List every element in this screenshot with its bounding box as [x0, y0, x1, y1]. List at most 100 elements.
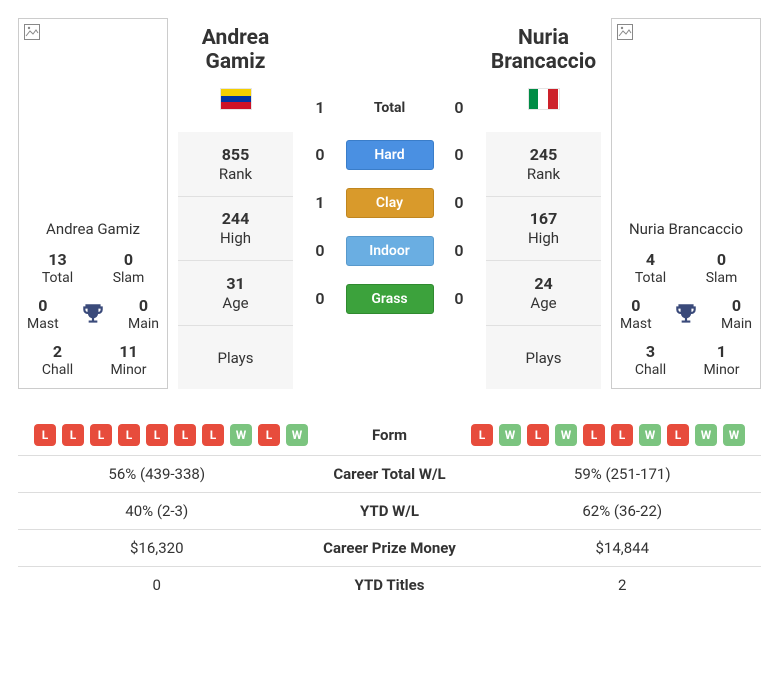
high-cell-left: 244High [178, 197, 293, 262]
flag-icon-left [220, 88, 252, 110]
player-info-col-left: Andrea Gamiz 855Rank 244High 31Age Plays [178, 18, 293, 389]
compare-row: $16,320 Career Prize Money $14,844 [18, 530, 761, 567]
stat-slam-label: Slam [691, 270, 752, 286]
form-chip[interactable]: L [667, 424, 689, 446]
stat-main-right-num: 0 [721, 296, 752, 315]
form-chip[interactable]: L [174, 424, 196, 446]
compare-label: Career Prize Money [280, 539, 500, 557]
form-chip[interactable]: L [471, 424, 493, 446]
rank-label: Rank [182, 165, 289, 183]
stat-minor-left-num: 11 [98, 342, 159, 361]
stat-total-right: 4Total [620, 250, 681, 286]
form-chip[interactable]: W [723, 424, 745, 446]
form-chip[interactable]: L [34, 424, 56, 446]
stat-chall-left: 2Chall [27, 342, 88, 378]
h2h-surface-left: 0 [305, 241, 335, 260]
form-chip[interactable]: L [527, 424, 549, 446]
compare-left-value: 40% (2-3) [34, 502, 280, 520]
compare-label: YTD W/L [280, 502, 500, 520]
form-chip[interactable]: L [611, 424, 633, 446]
h2h-surface-left: 0 [305, 145, 335, 164]
h2h-surface-chip[interactable]: Hard [346, 140, 434, 170]
h2h-surface-chip[interactable]: Grass [346, 284, 434, 314]
player-name-right-big[interactable]: Nuria Brancaccio [486, 18, 601, 88]
h2h-surface-row: 0 Indoor 0 [305, 236, 474, 266]
compare-left-value: $16,320 [34, 539, 280, 557]
stat-total-label: Total [27, 270, 88, 286]
rank-cell-right: 245Rank [486, 132, 601, 197]
player-name-left-big[interactable]: Andrea Gamiz [178, 18, 293, 88]
high-cell-right: 167High [486, 197, 601, 262]
plays-label: Plays [182, 349, 289, 367]
form-chip[interactable]: W [639, 424, 661, 446]
plays-cell-left: Plays [178, 326, 293, 390]
h2h-surface-row: 1 Clay 0 [305, 188, 474, 218]
stat-slam-right-num: 0 [691, 250, 752, 269]
compare-table: LLLLLLLWLW Form LWLWLLWLWW 56% (439-338)… [18, 415, 761, 603]
stat-chall-left-num: 2 [27, 342, 88, 361]
stat-main-right: 0Main [721, 296, 752, 332]
form-chip[interactable]: L [146, 424, 168, 446]
compare-left-value: 0 [34, 576, 280, 594]
player-name-right-small[interactable]: Nuria Brancaccio [612, 214, 760, 244]
compare-right-value: $14,844 [500, 539, 746, 557]
h2h-total-left: 1 [305, 98, 335, 117]
plays-label: Plays [490, 349, 597, 367]
stat-slam-left: 0Slam [98, 250, 159, 286]
form-chip[interactable]: W [695, 424, 717, 446]
form-chip[interactable]: W [230, 424, 252, 446]
stat-slam-left-num: 0 [98, 250, 159, 269]
h2h-surface-chip[interactable]: Clay [346, 188, 434, 218]
form-chip[interactable]: L [583, 424, 605, 446]
stat-slam-label: Slam [98, 270, 159, 286]
age-label: Age [182, 294, 289, 312]
age-left: 31 [182, 274, 289, 293]
compare-form-label: Form [308, 426, 471, 444]
h2h-surface-row: 0 Hard 0 [305, 140, 474, 170]
stat-minor-left: 11Minor [98, 342, 159, 378]
form-chip[interactable]: L [90, 424, 112, 446]
compare-row: 40% (2-3) YTD W/L 62% (36-22) [18, 493, 761, 530]
h2h-surface-right: 0 [444, 145, 474, 164]
stat-mast-left: 0Mast [27, 296, 59, 332]
form-chips-right: LWLWLLWLWW [471, 424, 745, 446]
form-chip[interactable]: W [555, 424, 577, 446]
form-chip[interactable]: W [499, 424, 521, 446]
stat-main-label: Main [721, 316, 752, 332]
stat-main-left: 0Main [128, 296, 159, 332]
form-chips-left: LLLLLLLWLW [34, 424, 308, 446]
stat-mast-label: Mast [620, 316, 652, 332]
stat-total-right-num: 4 [620, 250, 681, 269]
stat-main-left-num: 0 [128, 296, 159, 315]
form-chip[interactable]: L [202, 424, 224, 446]
stat-total-left-num: 13 [27, 250, 88, 269]
stat-minor-label: Minor [98, 362, 159, 378]
compare-label: Career Total W/L [280, 465, 500, 483]
plays-cell-right: Plays [486, 326, 601, 390]
h2h-surface-row: 0 Grass 0 [305, 284, 474, 314]
stat-slam-right: 0Slam [691, 250, 752, 286]
stat-total-left: 13Total [27, 250, 88, 286]
rank-cell-left: 855Rank [178, 132, 293, 197]
stat-main-label: Main [128, 316, 159, 332]
form-chip[interactable]: W [286, 424, 308, 446]
flag-icon-right [528, 88, 560, 110]
high-right: 167 [490, 209, 597, 228]
compare-right-value: 62% (36-22) [500, 502, 746, 520]
age-label: Age [490, 294, 597, 312]
trophy-icon [80, 301, 106, 327]
player-photo-left [19, 19, 167, 214]
form-chip[interactable]: L [118, 424, 140, 446]
compare-left-value: 56% (439-338) [34, 465, 280, 483]
player-name-left-small[interactable]: Andrea Gamiz [19, 214, 167, 244]
h2h-surface-left: 1 [305, 193, 335, 212]
high-left: 244 [182, 209, 289, 228]
stat-mast-right: 0Mast [620, 296, 652, 332]
player-photo-right [612, 19, 760, 214]
compare-row: 0 YTD Titles 2 [18, 567, 761, 603]
h2h-surface-chip[interactable]: Indoor [346, 236, 434, 266]
form-chip[interactable]: L [258, 424, 280, 446]
stat-mast-right-num: 0 [620, 296, 652, 315]
form-chip[interactable]: L [62, 424, 84, 446]
high-label: High [490, 229, 597, 247]
